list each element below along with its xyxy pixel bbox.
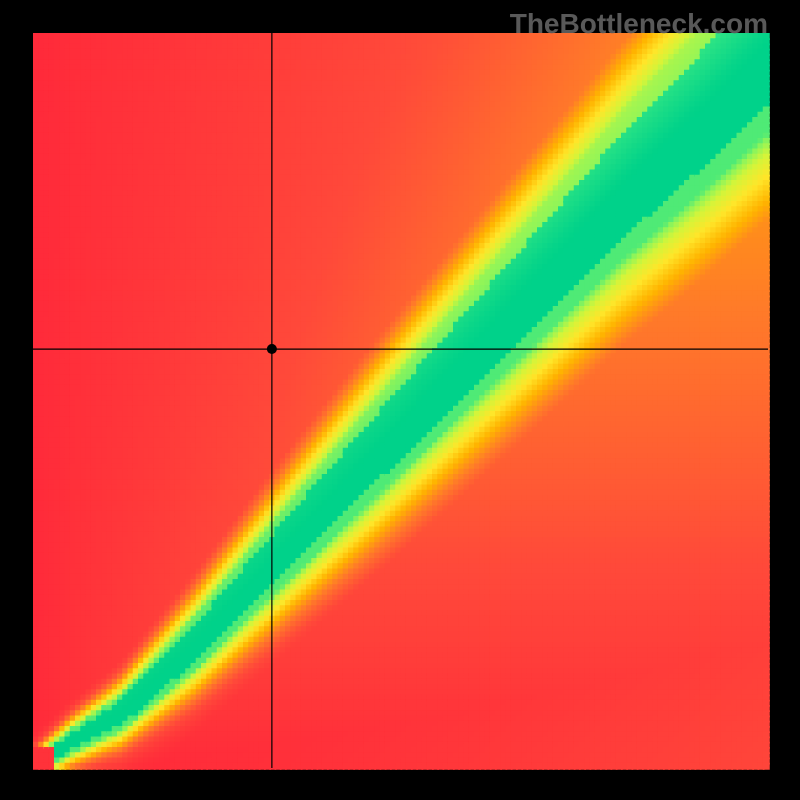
watermark-text: TheBottleneck.com [510, 8, 768, 40]
heatmap-canvas-wrap [0, 0, 800, 800]
heatmap-canvas [0, 0, 800, 800]
chart-container: { "canvas": { "width": 800, "height": 80… [0, 0, 800, 800]
